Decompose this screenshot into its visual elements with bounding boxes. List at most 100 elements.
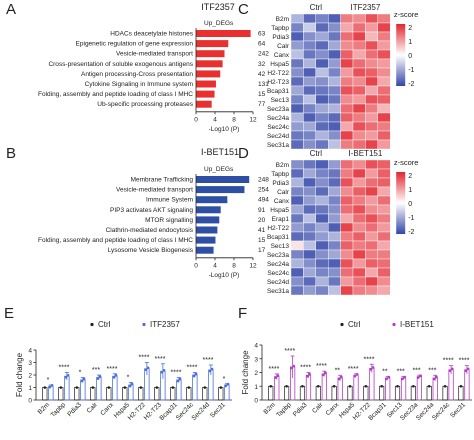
panel-b-bar	[196, 236, 216, 244]
panel-e-y-tick-label: 2	[28, 373, 32, 380]
panel-b-term-label: MTOR signalling	[145, 217, 193, 224]
panel-c-heat-cell	[365, 121, 378, 132]
panel-a-count-label: 32	[258, 61, 266, 68]
panel-c-heat-cell	[328, 121, 341, 132]
panel-a-count-label: 15	[258, 91, 266, 98]
panel-c-heat-cell	[377, 139, 391, 150]
panel-a-term-label: HDACs deacetylate histones	[110, 31, 193, 38]
panel-d-heat-cell	[365, 213, 378, 224]
panel-f-treated-point	[464, 369, 468, 373]
panel-d-heat-cell	[328, 258, 341, 269]
panel-f-treated-point	[308, 372, 311, 376]
panel-e-ctrl-bar	[74, 387, 80, 401]
panel-d-heat-cell	[315, 231, 329, 242]
panel-c-heat-cell	[290, 67, 304, 78]
panel-d-heat-cell	[303, 159, 316, 170]
panel-c-heat-cell	[328, 22, 341, 33]
panel-c-heat-cell	[352, 94, 366, 105]
panel-c-heat-cell	[340, 76, 354, 87]
panel-d-heat-cell	[365, 267, 378, 278]
panel-d-heat-cell	[290, 276, 304, 287]
panel-f-treated-point	[321, 373, 325, 377]
panel-f-ctrl-point	[412, 384, 415, 388]
panel-f-treated-point	[466, 367, 470, 371]
panel-d-heat-cell	[365, 159, 378, 170]
panel-f-treated-point	[385, 377, 388, 381]
panel-c-heat-cell	[340, 67, 354, 78]
panel-e-ctrl-point	[59, 386, 63, 389]
panel-e-significance-label: *	[47, 377, 50, 384]
panel-c-row-label: Sec24c	[267, 124, 289, 131]
panel-f-ctrl-bar	[347, 385, 353, 401]
panel-c-heat-cell	[377, 130, 391, 141]
panel-e-treated-bar	[112, 375, 118, 401]
panel-f-ctrl-point	[396, 384, 399, 388]
panel-f-treated-bar	[305, 374, 312, 401]
panel-e-significance-label: ****	[59, 365, 70, 372]
panel-e-treated-point	[210, 367, 214, 371]
panel-d-heat-cell	[290, 285, 304, 296]
panel-f-significance-label: ****	[459, 358, 470, 365]
panel-f-y-tick-label: 3	[254, 356, 258, 363]
panel-d-row-label: B2m	[276, 162, 289, 169]
panel-c-heat-cell	[328, 49, 341, 60]
panel-c-heat-cell	[352, 85, 366, 96]
panel-d-heat-cell	[377, 258, 391, 269]
panel-d-heat-cell	[328, 159, 341, 170]
panel-c-heat-cell	[303, 67, 316, 78]
panel-d-row-label: Calr	[277, 189, 290, 196]
panel-c-heat-cell	[315, 103, 329, 114]
panel-a-bar	[196, 40, 229, 48]
panel-e-ctrl-point	[187, 386, 191, 389]
panel-d-heat-cell	[365, 186, 378, 197]
panel-d-colorbar-tick-label: -1	[408, 215, 414, 222]
panel-e-treated-point	[112, 375, 115, 379]
panel-d-heat-cell	[315, 213, 329, 224]
panel-c-heat-cell	[290, 130, 304, 141]
panel-e-treated-bar	[80, 379, 86, 401]
panel-d-heat-cell	[365, 240, 378, 251]
panel-d-colorbar-tick-label: 1	[408, 187, 412, 194]
panel-e-treated-bar	[176, 379, 182, 401]
panel-d-row-label: Sec13	[271, 243, 290, 250]
panel-d-heat-cell	[303, 177, 316, 188]
panel-f-ctrl-bar	[363, 385, 369, 401]
panel-c-heat-cell	[290, 49, 304, 60]
panel-f-ctrl-bar	[442, 385, 448, 401]
panel-e-treated-point	[96, 377, 99, 380]
panel-f-treated-bar	[321, 373, 327, 401]
panel-d-heat-cell	[315, 258, 329, 269]
panel-e-significance-label: ****	[203, 357, 214, 364]
panel-d-heat-cell	[377, 186, 391, 197]
panel-label-a: A	[6, 1, 16, 18]
panel-d-heat-cell	[328, 249, 341, 260]
panel-f-ctrl-bar	[426, 385, 432, 401]
panel-c-heat-cell	[365, 76, 378, 87]
panel-e-treated-point	[226, 382, 230, 386]
panel-d-heat-cell	[328, 213, 341, 224]
panel-c-heat-cell	[352, 13, 366, 24]
panel-c-heat-cell	[377, 76, 391, 87]
panel-f-treated-point	[416, 376, 420, 379]
panel-d-heat-cell	[315, 240, 329, 251]
panel-b-bar	[196, 206, 221, 214]
panel-c-heat-cell	[352, 139, 366, 150]
panel-f-treated-point	[274, 376, 277, 379]
panel-d-heat-cell	[365, 222, 378, 233]
panel-d-col-group-label: I-BET151	[349, 149, 383, 158]
panel-d-heat-cell	[290, 195, 304, 206]
panel-d-heat-cell	[315, 222, 329, 233]
panel-f-treated-point	[448, 369, 452, 373]
panel-d-row-label: Sec24d	[267, 279, 289, 286]
panel-f-legend-marker	[340, 322, 344, 327]
panel-d-row-label: Sec23a	[267, 252, 289, 259]
panel-e-treated-point	[64, 375, 67, 379]
panel-d-heat-cell	[328, 276, 341, 287]
panel-d-heat-cell	[303, 267, 316, 278]
panel-f-ctrl-bar	[379, 385, 385, 401]
panel-c-heat-cell	[352, 49, 366, 60]
panel-c-heat-cell	[290, 112, 304, 123]
panel-c-heat-cell	[340, 58, 354, 69]
panel-c-heat-cell	[303, 85, 316, 96]
panel-c-heat-cell	[365, 130, 378, 141]
